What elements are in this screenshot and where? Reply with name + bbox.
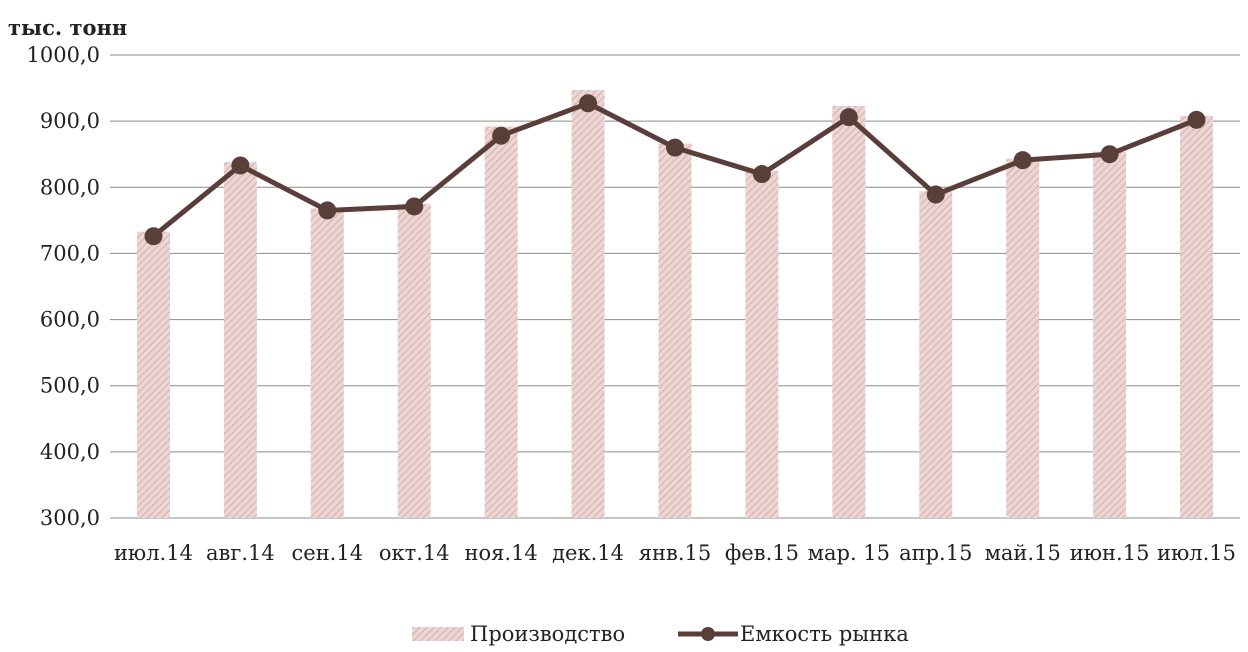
x-tick-label: сен.14 bbox=[292, 541, 364, 565]
y-tick-label: 500,0 bbox=[40, 374, 100, 398]
y-tick-label: 800,0 bbox=[40, 175, 100, 199]
x-tick-label: май.15 bbox=[985, 541, 1061, 565]
x-tick-label: июн.15 bbox=[1070, 541, 1150, 565]
market-capacity-point bbox=[405, 197, 424, 216]
market-capacity-point bbox=[752, 165, 771, 184]
bar-production bbox=[1006, 158, 1040, 518]
market-capacity-point bbox=[1187, 110, 1206, 129]
x-tick-label: апр.15 bbox=[899, 541, 972, 565]
x-tick-label: авг.14 bbox=[206, 541, 275, 565]
y-tick-label: 400,0 bbox=[40, 440, 100, 464]
bar-production bbox=[397, 203, 431, 519]
market-capacity-point bbox=[231, 156, 250, 175]
x-tick-labels: июл.14 авг.14 сен.14 окт.14 ноя.14 дек.14 янв.… bbox=[114, 541, 1236, 565]
legend: Производство Емкость рынка bbox=[412, 622, 909, 646]
bar-production bbox=[658, 143, 692, 519]
x-tick-label: дек.14 bbox=[552, 541, 624, 565]
x-tick-label: мар. 15 bbox=[808, 541, 890, 565]
market-capacity-point bbox=[666, 138, 684, 157]
y-tick-label: 1000,0 bbox=[27, 43, 100, 67]
x-tick-label: фев.15 bbox=[725, 541, 799, 565]
legend-label-market-capacity: Емкость рынка bbox=[740, 622, 909, 646]
x-tick-label: янв.15 bbox=[639, 541, 711, 565]
bar-production bbox=[136, 231, 170, 518]
y-tick-label: 900,0 bbox=[40, 109, 100, 133]
x-tick-label: окт.14 bbox=[379, 541, 450, 565]
bar-production bbox=[1093, 151, 1127, 518]
bar-production bbox=[1180, 115, 1214, 518]
market-capacity-point bbox=[1100, 145, 1119, 164]
bar-production bbox=[223, 162, 257, 518]
market-capacity-point bbox=[318, 201, 337, 220]
legend-swatch-production bbox=[412, 627, 464, 641]
line-market-capacity bbox=[144, 94, 1206, 246]
y-tick-label: 600,0 bbox=[40, 308, 100, 332]
y-tick-label: 300,0 bbox=[40, 506, 100, 530]
x-tick-label: июл.14 bbox=[114, 541, 193, 565]
y-tick-labels: 1000,0 900,0 800,0 700,0 600,0 500,0 400,0 300,… bbox=[27, 43, 100, 530]
legend-label-production: Производство bbox=[470, 622, 625, 646]
market-capacity-point bbox=[926, 185, 945, 204]
bar-production bbox=[571, 90, 605, 518]
legend-marker-market-capacity bbox=[701, 627, 715, 641]
market-capacity-point bbox=[144, 227, 163, 246]
bar-production bbox=[745, 170, 779, 518]
market-capacity-point bbox=[579, 94, 598, 113]
y-axis-title: тыс. тонн bbox=[8, 15, 127, 40]
bars-production bbox=[136, 90, 1214, 519]
x-tick-label: июл.15 bbox=[1157, 541, 1236, 565]
x-tick-label: ноя.14 bbox=[465, 541, 538, 565]
bar-production bbox=[310, 208, 344, 519]
market-capacity-point bbox=[492, 126, 511, 145]
bar-production bbox=[832, 105, 866, 519]
bar-production bbox=[919, 191, 953, 519]
y-tick-label: 700,0 bbox=[40, 241, 100, 265]
market-capacity-point bbox=[1013, 151, 1032, 170]
bar-production bbox=[484, 126, 518, 518]
market-capacity-point bbox=[839, 108, 858, 127]
